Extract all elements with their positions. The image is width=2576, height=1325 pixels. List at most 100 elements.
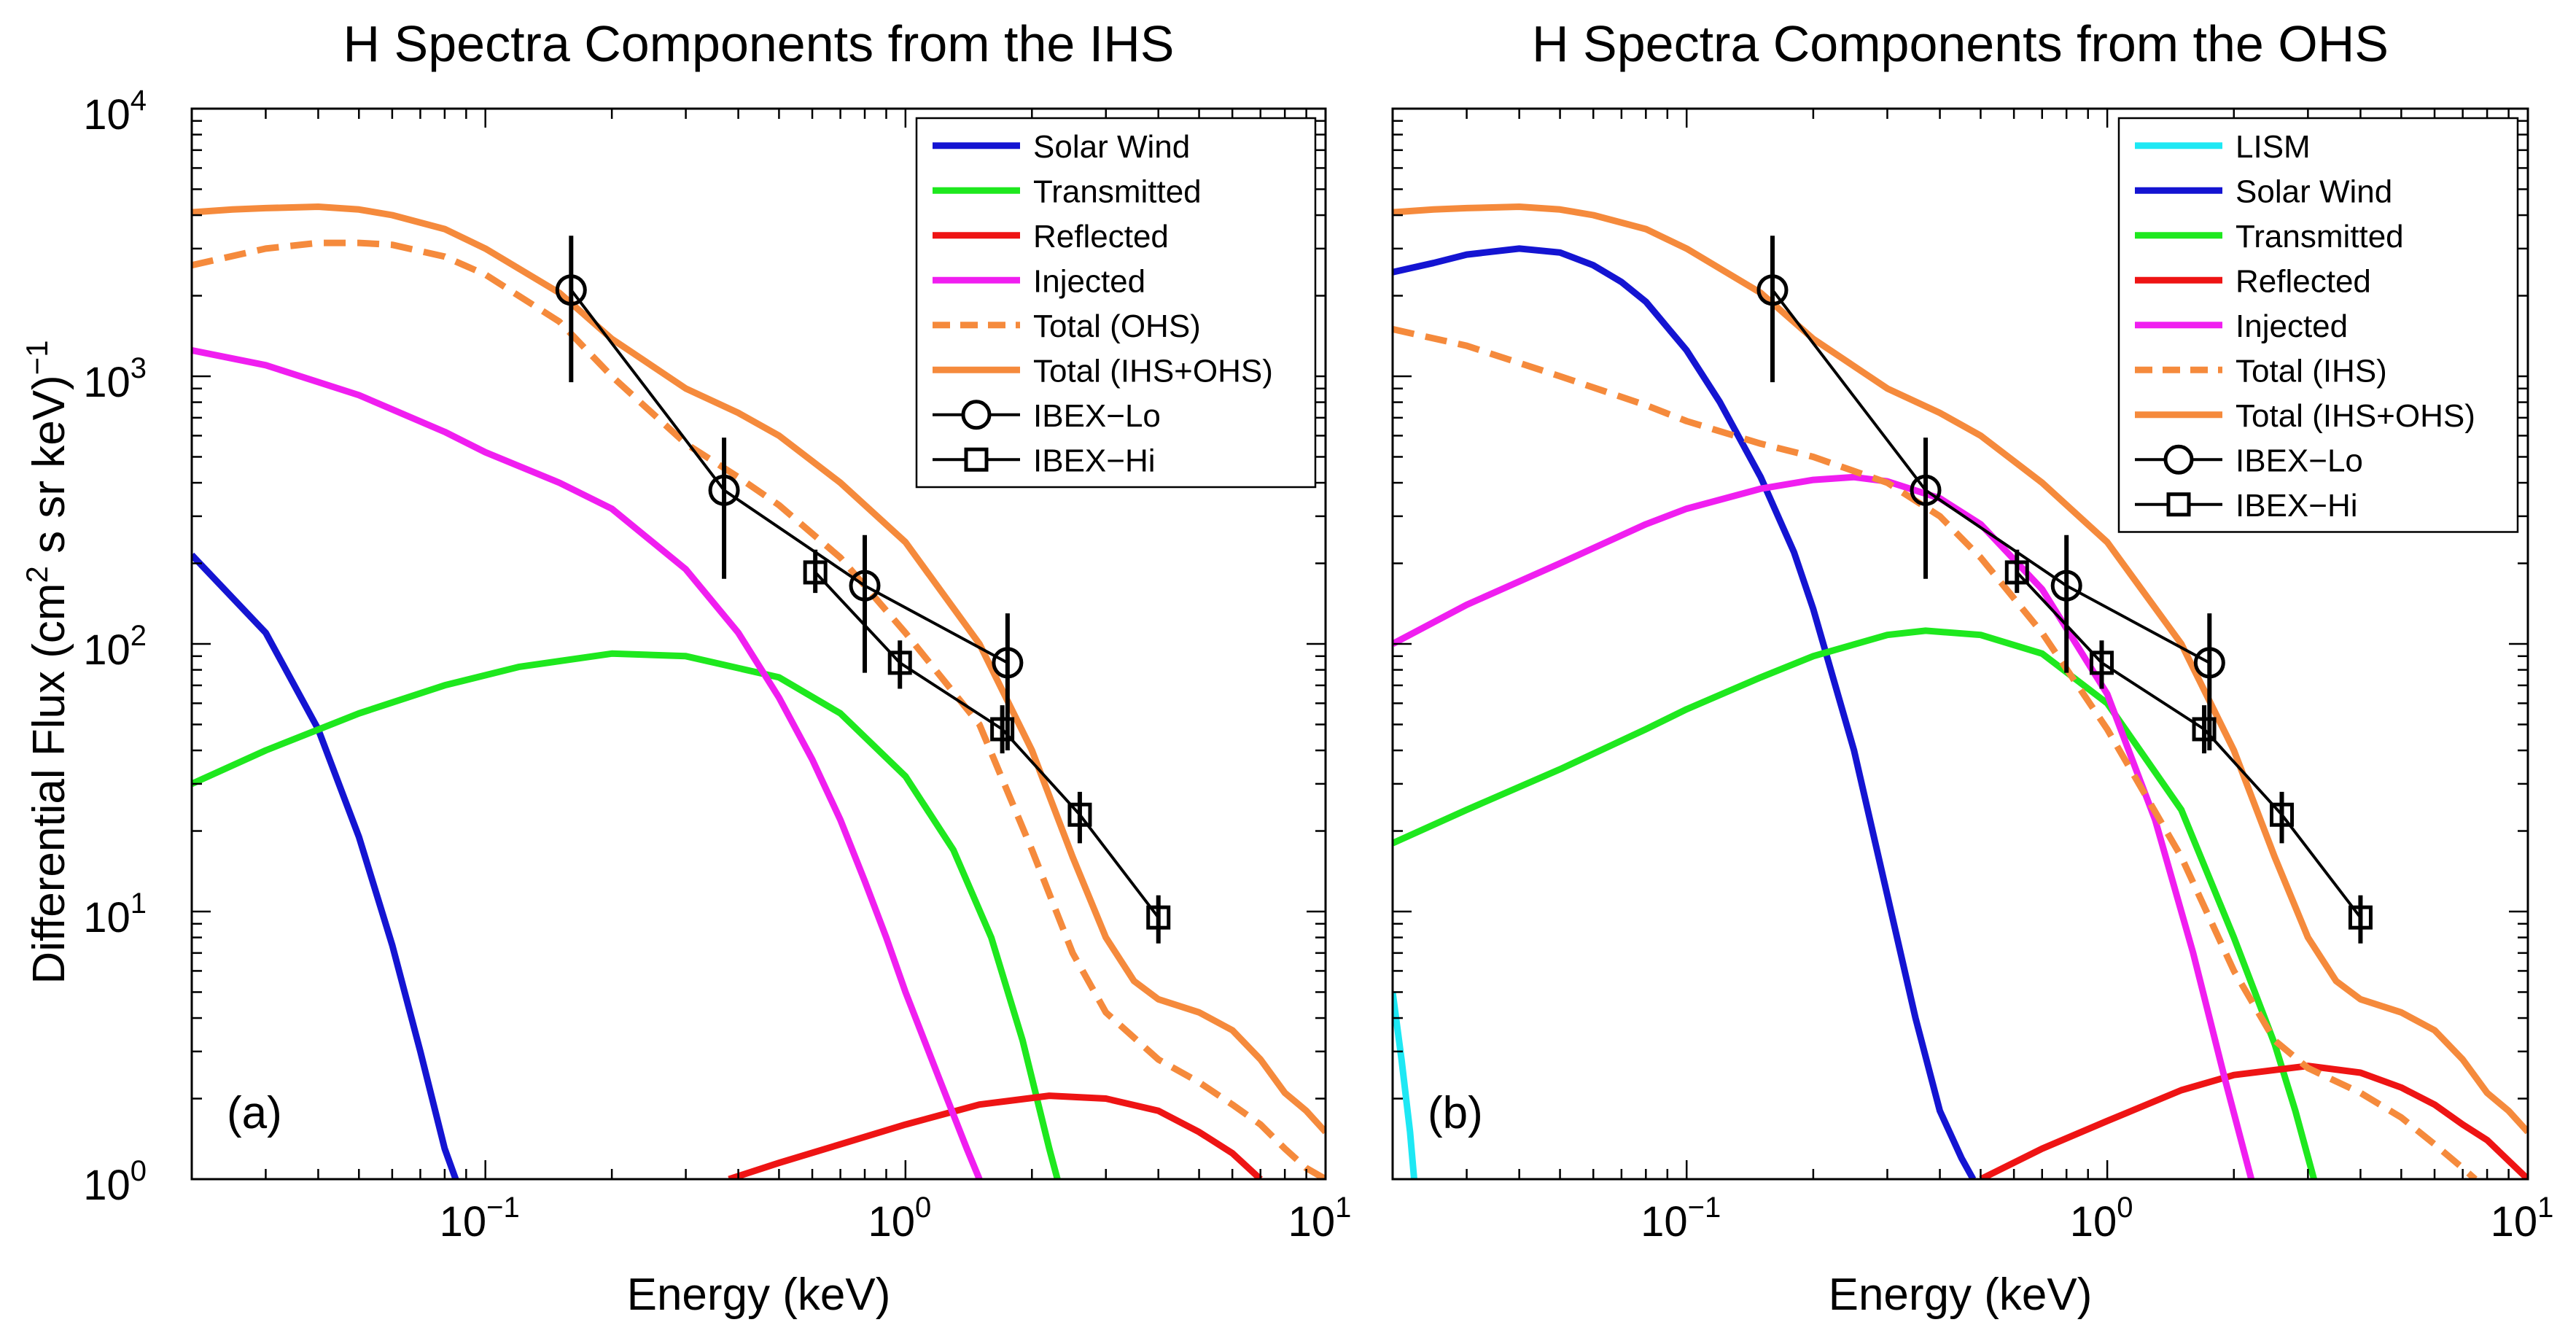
ibex-lo-point	[2193, 647, 2225, 679]
legend-label: Injected	[1033, 263, 1145, 299]
ibex-hi-point	[887, 650, 912, 675]
x-tick-label: 101	[2491, 1192, 2554, 1246]
ibex-lo-point	[1910, 474, 1942, 506]
y-axis-label: Differential Flux (cm2 s sr keV)−1	[20, 340, 75, 984]
legend-item-ibex-hi: IBEX−Hi	[2135, 488, 2358, 524]
legend-label: Injected	[2235, 308, 2348, 344]
legend-label: IBEX−Hi	[2235, 488, 2358, 524]
legend-label: IBEX−Lo	[2235, 443, 2363, 478]
chart-title: H Spectra Components from the OHS	[1532, 15, 2389, 72]
ibex-lo-point	[555, 274, 587, 306]
x-tick-label: 101	[1288, 1192, 1352, 1246]
panel-ihs: H Spectra Components from the IHS 10−1 100…	[83, 15, 1351, 1320]
legend-label: LISM	[2235, 129, 2311, 165]
legend: LISM Solar Wind Transmitted Reflected Inject…	[2117, 117, 2519, 533]
y-axis-label-supm1: −1	[20, 340, 54, 375]
legend-marker-square	[2166, 492, 2191, 517]
series-solar-wind-line	[1393, 245, 1977, 1179]
plot-area	[1393, 203, 2528, 1179]
ibex-lo-point	[992, 647, 1024, 679]
series-total-ihs-line	[1393, 326, 2478, 1179]
x-axis-label: Energy (keV)	[627, 1270, 891, 1320]
series-total-ihs-ohs-line	[192, 203, 1326, 1135]
ibex-lo-point	[1756, 274, 1789, 306]
ibex-hi-point	[2004, 560, 2029, 585]
plot-area	[192, 203, 1326, 1179]
legend-item-transmitted: Transmitted	[2135, 219, 2404, 254]
chart-title: H Spectra Components from the IHS	[343, 15, 1175, 72]
y-tick-label: 104	[83, 85, 147, 139]
legend-item-transmitted: Transmitted	[933, 174, 1202, 209]
legend-item-reflected: Reflected	[2135, 263, 2371, 299]
ibex-lo-line	[1771, 289, 2211, 664]
legend-item-injected: Injected	[933, 263, 1145, 299]
ibex-hi-point	[2192, 717, 2217, 742]
legend-item-ibex-hi: IBEX−Hi	[933, 443, 1156, 478]
legend-item-solar-wind: Solar Wind	[2135, 174, 2392, 209]
ibex-hi-point	[1146, 905, 1171, 930]
legend-label: IBEX−Lo	[1033, 398, 1161, 434]
y-tick-label: 103	[83, 352, 147, 406]
legend-item-injected: Injected	[2135, 308, 2348, 344]
series-total-ohs-line	[192, 239, 1326, 1179]
legend-label: Total (IHS+OHS)	[1033, 353, 1273, 389]
y-tick-label: 102	[83, 620, 147, 674]
legend-marker-circle	[961, 400, 992, 430]
ibex-hi-point	[2348, 905, 2373, 930]
x-tick-label: 100	[868, 1192, 931, 1246]
legend-item-total-ihs-ohs: Total (IHS+OHS)	[2135, 398, 2475, 434]
x-axis-label: Energy (keV)	[1829, 1270, 2093, 1320]
ibex-hi-point	[803, 560, 828, 585]
legend-label: Reflected	[2235, 263, 2371, 299]
legend-label: Transmitted	[2235, 219, 2404, 254]
legend-item-lism: LISM	[2135, 129, 2311, 165]
panel-label: (b)	[1428, 1088, 1483, 1138]
y-tick-label: 101	[83, 887, 147, 941]
ibex-lo-point	[849, 570, 881, 602]
ibex-hi-point	[2270, 802, 2295, 827]
series-injected-line	[192, 346, 983, 1179]
ibex-hi-point	[990, 717, 1015, 742]
ibex-hi-point	[1067, 802, 1092, 827]
ibex-lo-line	[569, 289, 1008, 664]
y-axis-label-text-2: s sr keV)	[24, 375, 74, 566]
legend-item-total-ihs-ohs: Total (IHS+OHS)	[933, 353, 1273, 389]
panel-ohs: H Spectra Components from the OHS 10−1 100…	[1391, 15, 2554, 1320]
legend-label: Transmitted	[1033, 174, 1202, 209]
legend-marker-circle	[2163, 444, 2194, 475]
series-reflected-line	[728, 1092, 1263, 1179]
x-tick-label: 10−1	[440, 1192, 520, 1246]
legend-label: Solar Wind	[1033, 129, 1190, 165]
legend-item-reflected: Reflected	[933, 219, 1169, 254]
legend-item-ibex-lo: IBEX−Lo	[2135, 443, 2363, 478]
y-axis-label-text: Differential Flux (cm	[24, 583, 74, 984]
ibex-lo-point	[2050, 570, 2082, 602]
legend-label: Total (OHS)	[1033, 308, 1201, 344]
legend-label: Reflected	[1033, 219, 1169, 254]
legend-label: IBEX−Hi	[1033, 443, 1156, 478]
axis-ticks	[190, 107, 1327, 1181]
legend-item-solar-wind: Solar Wind	[933, 129, 1190, 165]
series-transmitted-line	[192, 650, 1061, 1179]
axis-ticks	[1391, 107, 2529, 1181]
panel-label: (a)	[227, 1088, 282, 1138]
legend-item-total-ihs: Total (IHS)	[2135, 353, 2387, 389]
legend-marker-square	[964, 447, 989, 472]
legend-item-total-ohs: Total (OHS)	[933, 308, 1201, 344]
legend-label: Total (IHS+OHS)	[2235, 398, 2475, 434]
series-solar-wind-line	[192, 552, 459, 1179]
x-tick-label: 100	[2070, 1192, 2133, 1246]
series-transmitted-line	[1393, 627, 2317, 1179]
x-tick-label: 10−1	[1641, 1192, 1721, 1246]
y-tick-label: 100	[83, 1155, 147, 1209]
legend: Solar Wind Transmitted Reflected Injected To…	[915, 117, 1317, 489]
ibex-lo-point	[708, 474, 740, 506]
legend-label: Solar Wind	[2235, 174, 2392, 209]
y-axis-label-sup2: 2	[20, 566, 54, 583]
series-total-ihs-ohs-line	[1393, 203, 2528, 1135]
series-lism-line	[1393, 991, 1417, 1179]
legend-item-ibex-lo: IBEX−Lo	[933, 398, 1161, 434]
legend-label: Total (IHS)	[2235, 353, 2387, 389]
series-reflected-line	[1979, 1062, 2528, 1179]
